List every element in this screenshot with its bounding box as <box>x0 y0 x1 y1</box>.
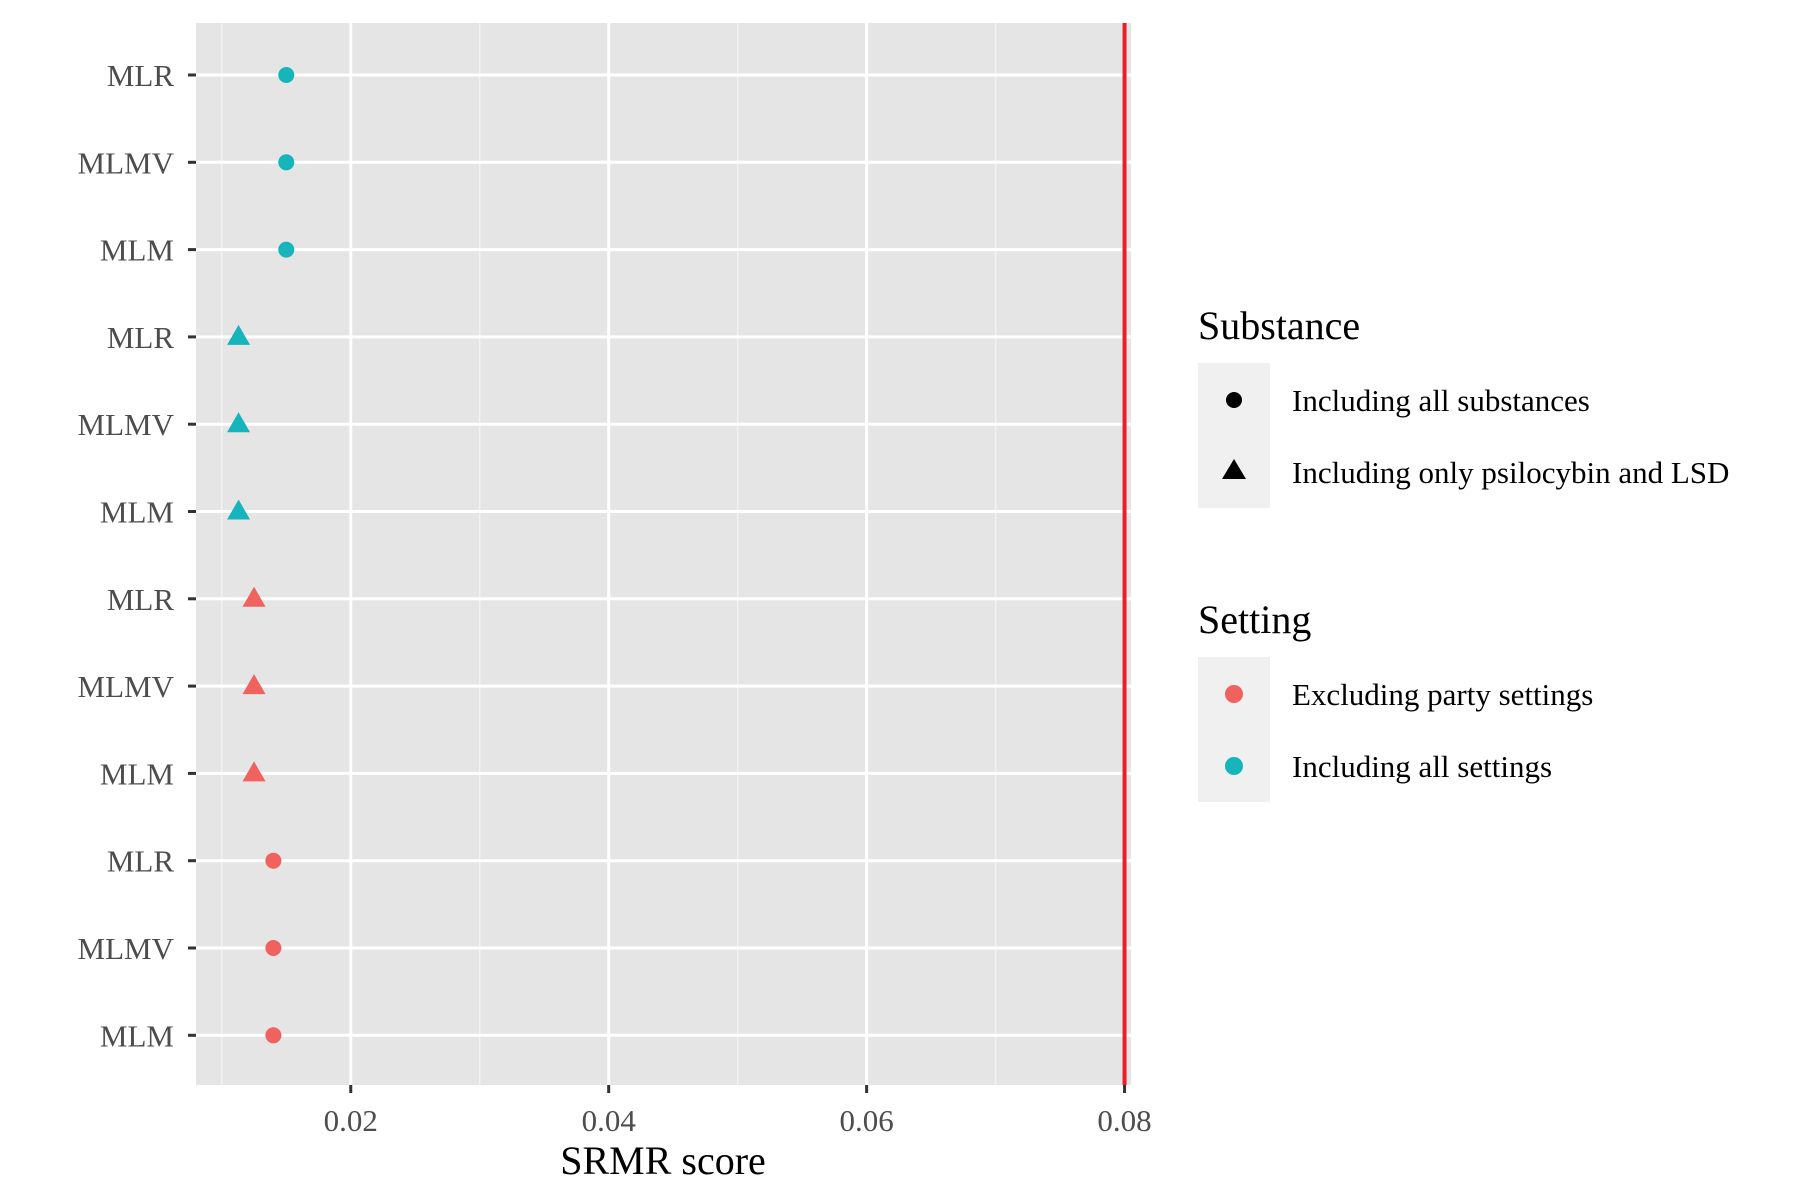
data-point-triangle <box>227 499 251 520</box>
y-tick-label: MLR <box>107 582 175 617</box>
y-tick-label: MLR <box>107 320 175 355</box>
x-tick-label: 0.04 <box>582 1103 637 1138</box>
x-axis-title: SRMR score <box>560 1138 766 1183</box>
minor-grid <box>221 23 997 1085</box>
y-tick-label: MLR <box>107 844 175 879</box>
data-point-triangle <box>227 412 251 433</box>
data-point-circle <box>278 67 295 83</box>
x-axis: 0.02 0.04 0.06 0.08 <box>324 1085 1152 1138</box>
x-tick-label: 0.06 <box>839 1103 893 1138</box>
legend-setting-label: Including all settings <box>1292 749 1552 784</box>
legend-substance-item: Including all substances <box>1226 383 1590 418</box>
legend-circle-icon <box>1225 685 1243 703</box>
legend-setting-keys <box>1198 657 1270 802</box>
legend-substance-item: Including only psilocybin and LSD <box>1222 455 1729 490</box>
data-point-circle <box>278 154 295 171</box>
data-point-triangle <box>242 586 266 607</box>
x-tick-label: 0.08 <box>1097 1103 1151 1138</box>
legend-setting: Setting Excluding party settings Includi… <box>1198 597 1593 802</box>
y-tick-label: MLM <box>100 756 174 791</box>
y-tick-label: MLM <box>100 495 174 530</box>
data-point-triangle <box>227 324 251 345</box>
x-tick-label: 0.02 <box>324 1103 378 1138</box>
y-tick-label: MLM <box>100 1018 174 1053</box>
legend-triangle-icon <box>1222 459 1246 479</box>
legend-substance-label: Including all substances <box>1292 383 1590 418</box>
y-tick-label: MLMV <box>78 669 175 704</box>
legend-substance: Substance Including all substances Inclu… <box>1198 303 1729 508</box>
y-tick-label: MLMV <box>78 407 175 442</box>
data-point-circle <box>265 940 282 956</box>
y-tick-label: MLMV <box>78 145 175 180</box>
major-grid <box>196 23 1131 1085</box>
legend-substance-label: Including only psilocybin and LSD <box>1292 455 1729 490</box>
y-axis: MLR MLMV MLM MLR MLMV MLM MLR MLMV MLM MLR MLMV MLM <box>78 58 196 1053</box>
y-tick-label: MLR <box>107 58 175 93</box>
data-point-triangle <box>242 761 266 782</box>
legend-setting-item: Excluding party settings <box>1225 677 1593 712</box>
legend-setting-item: Including all settings <box>1225 749 1552 784</box>
plot-panel <box>196 23 1131 1085</box>
y-tick-label: MLMV <box>78 931 175 966</box>
legend-setting-title: Setting <box>1198 597 1311 642</box>
data-point-circle <box>278 241 295 258</box>
legend-circle-icon <box>1226 392 1242 408</box>
legend-circle-icon <box>1225 757 1243 775</box>
data-point-circle <box>265 852 282 869</box>
y-tick-label: MLM <box>100 233 174 268</box>
legend-substance-title: Substance <box>1198 303 1360 348</box>
legend-setting-label: Excluding party settings <box>1292 677 1593 712</box>
data-points <box>227 67 295 1044</box>
data-point-triangle <box>242 674 266 695</box>
legend-substance-keys <box>1198 363 1270 508</box>
data-point-circle <box>265 1027 282 1044</box>
